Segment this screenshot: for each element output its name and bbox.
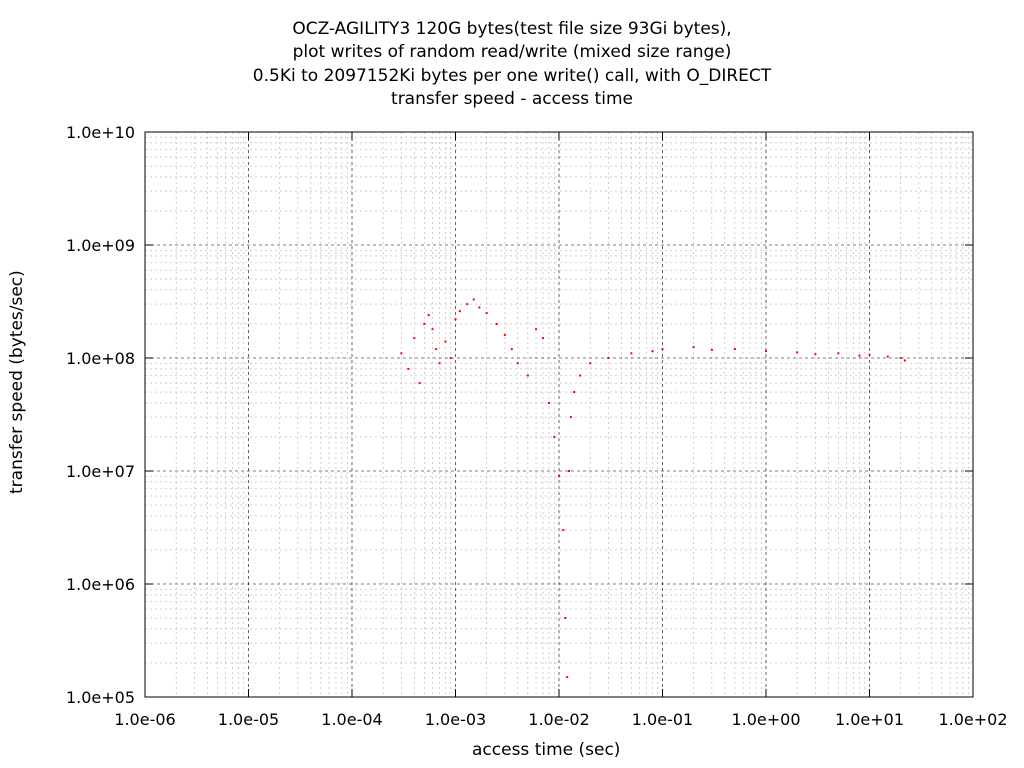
- data-point: [413, 337, 416, 340]
- y-tick-label: 1.0e+05: [66, 688, 135, 707]
- data-point: [553, 435, 556, 438]
- data-point: [541, 337, 544, 340]
- data-point: [661, 348, 664, 351]
- data-point: [765, 350, 767, 353]
- data-point: [899, 357, 902, 359]
- y-axis-ticks: 1.0e+05 1.0e+06 1.0e+07 1.0e+08 1.0e+09 1.0e+…: [66, 123, 973, 707]
- data-point: [858, 354, 861, 357]
- data-point: [435, 348, 438, 351]
- data-point: [423, 322, 426, 325]
- data-point: [651, 350, 654, 353]
- data-point: [566, 676, 569, 679]
- data-point: [526, 374, 529, 377]
- y-axis-label: transfer speed (bytes/sec): [7, 270, 27, 494]
- data-point: [692, 346, 695, 349]
- chart-title-line-1: OCZ-AGILITY3 120G bytes(test file size 9…: [292, 19, 732, 39]
- data-point: [630, 352, 633, 355]
- data-point: [733, 348, 736, 351]
- x-tick-label: 1.0e-06: [114, 710, 175, 729]
- x-tick-label: 1.0e-01: [632, 710, 693, 729]
- data-point: [400, 352, 403, 355]
- data-point: [418, 382, 421, 385]
- data-point: [431, 328, 434, 331]
- data-point: [568, 470, 571, 472]
- y-tick-label: 1.0e+09: [66, 236, 135, 255]
- data-point: [558, 475, 560, 478]
- x-axis-ticks: 1.0e-06 1.0e-05 1.0e-04 1.0e-03 1.0e-02 1.0e-…: [114, 132, 1008, 729]
- data-point: [444, 340, 447, 343]
- data-point: [573, 391, 576, 394]
- data-point: [886, 355, 889, 358]
- chart-title-line-2: plot writes of random read/write (mixed …: [292, 42, 732, 62]
- data-point: [535, 328, 538, 331]
- data-point: [472, 298, 475, 301]
- x-tick-label: 1.0e-04: [321, 710, 382, 729]
- data-point: [814, 353, 817, 356]
- x-axis-label: access time (sec): [472, 740, 621, 760]
- data-point: [458, 310, 461, 313]
- data-point: [478, 306, 481, 309]
- chart-title-line-4: transfer speed - access time: [391, 89, 633, 109]
- y-tick-label: 1.0e+06: [66, 575, 135, 594]
- data-point: [710, 348, 713, 351]
- data-point: [796, 351, 799, 354]
- data-point: [516, 362, 519, 365]
- data-point: [510, 348, 513, 351]
- x-tick-label: 1.0e-02: [528, 710, 589, 729]
- data-points: [400, 298, 906, 679]
- data-point: [564, 617, 567, 620]
- y-tick-label: 1.0e+08: [66, 349, 135, 368]
- data-point: [903, 359, 906, 362]
- data-point: [495, 322, 498, 325]
- data-point: [868, 353, 871, 356]
- y-tick-label: 1.0e+10: [66, 123, 135, 142]
- x-tick-label: 1.0e+00: [731, 710, 800, 729]
- y-tick-label: 1.0e+07: [66, 462, 135, 481]
- chart-title-line-3: 0.5Ki to 2097152Ki bytes per one write()…: [252, 66, 772, 86]
- x-tick-label: 1.0e+02: [938, 710, 1007, 729]
- data-point: [466, 303, 469, 306]
- x-tick-label: 1.0e-05: [218, 710, 279, 729]
- data-point: [427, 314, 430, 317]
- data-point: [449, 357, 452, 359]
- data-point: [562, 529, 565, 532]
- data-point: [569, 416, 572, 419]
- x-tick-label: 1.0e+01: [835, 710, 904, 729]
- grid-lines: [145, 132, 973, 697]
- data-point: [454, 318, 457, 321]
- data-point: [485, 312, 488, 315]
- data-point: [589, 362, 592, 365]
- data-point: [547, 401, 550, 404]
- data-point: [579, 374, 582, 377]
- data-point: [438, 362, 441, 365]
- x-tick-label: 1.0e-03: [425, 710, 486, 729]
- data-point: [837, 352, 840, 355]
- data-point: [607, 357, 610, 359]
- data-point: [503, 333, 506, 336]
- data-point: [407, 367, 410, 370]
